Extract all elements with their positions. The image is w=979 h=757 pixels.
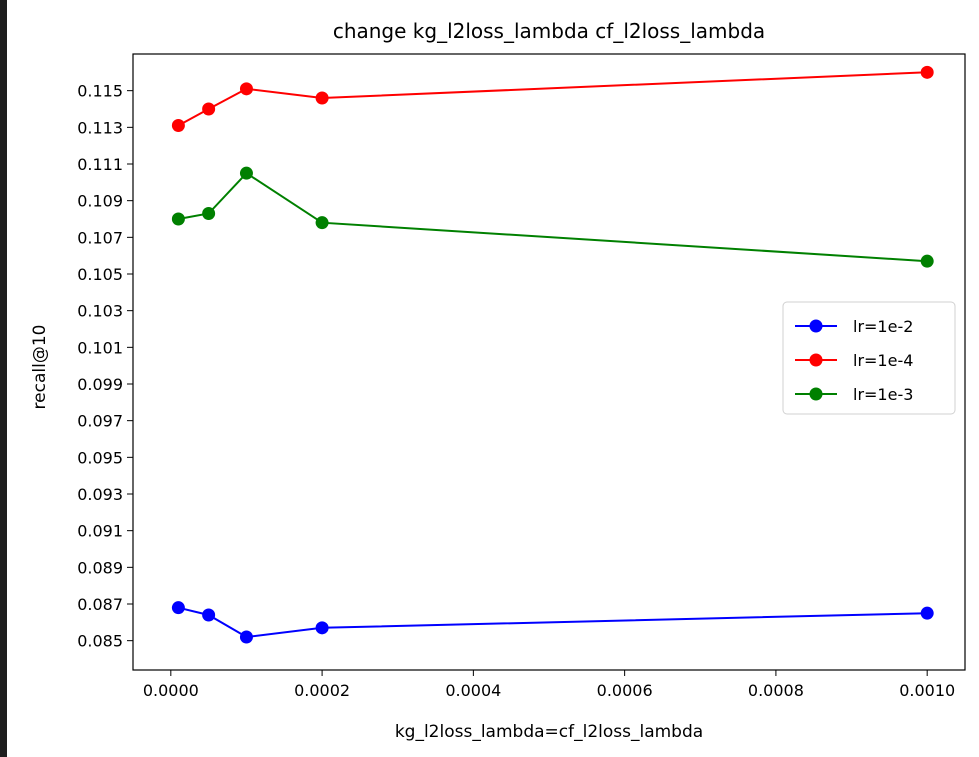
chart-figure: change kg_l2loss_lambda cf_l2loss_lambda… [7, 0, 979, 757]
data-point [202, 207, 216, 220]
data-point [920, 254, 934, 268]
y-tick-label: 0.111 [77, 155, 123, 174]
y-tick-label: 0.089 [77, 558, 123, 577]
x-tick-label: 0.0006 [597, 681, 653, 700]
plot-area: 0.0000 0.0002 0.0004 0.0006 0.0008 0.0010 0.08… [77, 53, 966, 700]
data-point [171, 119, 185, 132]
data-point [920, 606, 934, 620]
data-point [315, 621, 329, 635]
data-point [315, 91, 329, 105]
y-tick-label: 0.105 [77, 265, 123, 284]
y-tick-label: 0.101 [77, 338, 123, 357]
data-point [239, 166, 253, 180]
y-tick-label: 0.087 [77, 595, 123, 614]
y-tick-label: 0.085 [77, 632, 123, 651]
y-tick-label: 0.109 [77, 192, 123, 211]
x-tick-label: 0.0008 [748, 681, 804, 700]
legend-label: lr=1e-3 [853, 385, 913, 404]
line-chart: change kg_l2loss_lambda cf_l2loss_lambda… [30, 19, 966, 742]
series-line [178, 606, 928, 639]
data-point [171, 601, 185, 615]
data-point [202, 608, 216, 622]
y-tick-label: 0.115 [77, 82, 123, 101]
y-tick-label: 0.107 [77, 228, 123, 247]
data-point [202, 102, 216, 116]
y-axis-label: recall@10 [30, 325, 50, 410]
data-point [239, 630, 253, 644]
data-point [920, 65, 934, 79]
chart-title: change kg_l2loss_lambda cf_l2loss_lambda [333, 19, 765, 43]
legend-swatch-marker [809, 353, 823, 367]
legend-label: lr=1e-4 [853, 351, 913, 370]
y-tick-label: 0.113 [77, 118, 123, 137]
y-tick-label: 0.099 [77, 375, 123, 394]
series-line [177, 71, 928, 127]
x-tick-label: 0.0002 [294, 681, 350, 700]
x-tick-label: 0.0010 [899, 681, 955, 700]
legend-swatch-marker [809, 319, 823, 333]
data-point [171, 212, 185, 226]
data-point [315, 216, 329, 230]
y-tick-label: 0.093 [77, 485, 123, 504]
x-tick-label: 0.0000 [143, 681, 199, 700]
y-tick-label: 0.097 [77, 412, 123, 431]
legend-swatch-marker [809, 387, 823, 401]
y-tick-label: 0.091 [77, 522, 123, 541]
x-tick-label: 0.0004 [445, 681, 501, 700]
y-tick-label: 0.095 [77, 448, 123, 467]
legend-box [782, 301, 956, 415]
data-point [239, 82, 253, 96]
series-line [178, 171, 928, 263]
legend: lr=1e-2 lr=1e-4 lr=1e-3 [782, 301, 956, 415]
y-tick-label: 0.103 [77, 302, 123, 321]
legend-label: lr=1e-2 [853, 317, 913, 336]
axes-frame [132, 53, 966, 671]
x-axis-label: kg_l2loss_lambda=cf_l2loss_lambda [395, 722, 703, 742]
